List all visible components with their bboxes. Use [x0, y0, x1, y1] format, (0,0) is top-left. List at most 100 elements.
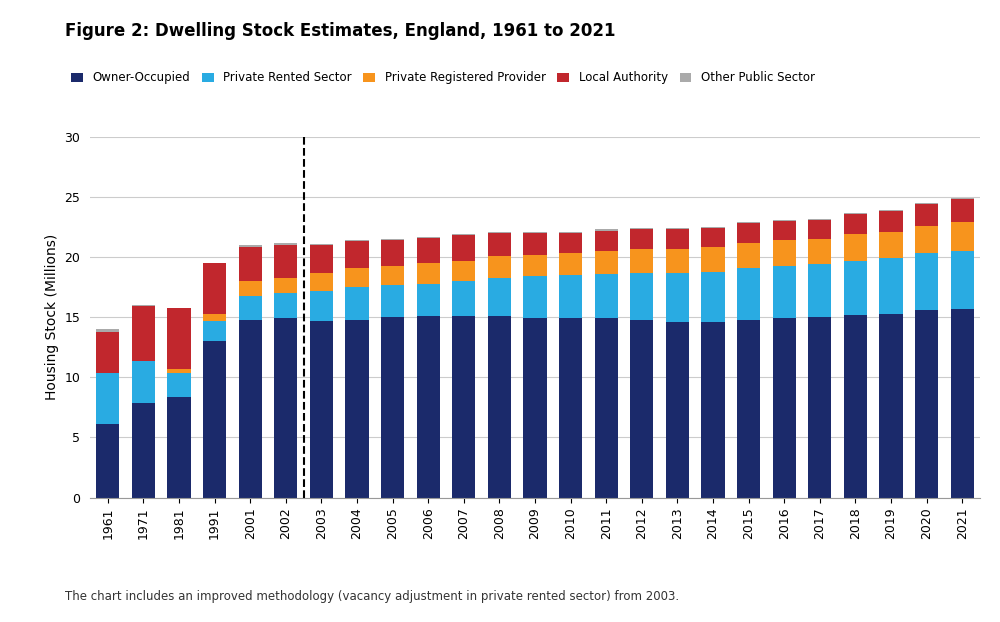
- Bar: [310, 321, 333, 498]
- Bar: [737, 223, 760, 243]
- Bar: [203, 321, 226, 341]
- Bar: [559, 275, 582, 318]
- Bar: [879, 258, 903, 313]
- Bar: [239, 245, 262, 248]
- Bar: [452, 281, 475, 316]
- Bar: [879, 313, 903, 498]
- Bar: [167, 373, 191, 397]
- Bar: [844, 234, 867, 261]
- Bar: [310, 290, 333, 321]
- Bar: [701, 248, 725, 272]
- Bar: [417, 284, 440, 316]
- Bar: [808, 220, 831, 239]
- Bar: [666, 230, 689, 249]
- Bar: [239, 248, 262, 281]
- Bar: [488, 232, 511, 233]
- Bar: [951, 309, 974, 498]
- Bar: [452, 261, 475, 281]
- Bar: [595, 231, 618, 251]
- Bar: [951, 200, 974, 222]
- Bar: [381, 239, 404, 240]
- Bar: [701, 227, 725, 228]
- Bar: [452, 316, 475, 498]
- Bar: [239, 295, 262, 320]
- Bar: [630, 230, 653, 249]
- Legend: Owner-Occupied, Private Rented Sector, Private Registered Provider, Local Author: Owner-Occupied, Private Rented Sector, P…: [71, 71, 815, 84]
- Bar: [381, 317, 404, 498]
- Bar: [844, 261, 867, 315]
- Bar: [274, 277, 297, 293]
- Bar: [345, 240, 369, 241]
- Bar: [879, 211, 903, 232]
- Bar: [844, 315, 867, 498]
- Bar: [523, 318, 547, 498]
- Text: Figure 2: Dwelling Stock Estimates, England, 1961 to 2021: Figure 2: Dwelling Stock Estimates, Engl…: [65, 22, 616, 40]
- Bar: [701, 272, 725, 322]
- Bar: [345, 320, 369, 498]
- Bar: [310, 244, 333, 245]
- Bar: [417, 238, 440, 263]
- Bar: [808, 218, 831, 220]
- Bar: [879, 210, 903, 211]
- Bar: [666, 249, 689, 272]
- Bar: [559, 233, 582, 254]
- Bar: [239, 320, 262, 498]
- Bar: [879, 232, 903, 258]
- Bar: [559, 254, 582, 275]
- Bar: [417, 236, 440, 238]
- Bar: [523, 233, 547, 254]
- Bar: [523, 254, 547, 276]
- Bar: [666, 322, 689, 498]
- Text: The chart includes an improved methodology (vacancy adjustment in private rented: The chart includes an improved methodolo…: [65, 590, 679, 603]
- Bar: [96, 332, 119, 373]
- Bar: [666, 272, 689, 322]
- Bar: [381, 266, 404, 285]
- Bar: [773, 221, 796, 240]
- Bar: [630, 249, 653, 272]
- Bar: [773, 318, 796, 498]
- Bar: [915, 310, 938, 498]
- Bar: [915, 204, 938, 226]
- Bar: [274, 243, 297, 245]
- Bar: [203, 313, 226, 321]
- Bar: [523, 276, 547, 318]
- Bar: [488, 233, 511, 256]
- Bar: [488, 277, 511, 316]
- Bar: [417, 263, 440, 284]
- Bar: [203, 263, 226, 313]
- Bar: [274, 245, 297, 277]
- Y-axis label: Housing Stock (Millions): Housing Stock (Millions): [45, 234, 59, 401]
- Bar: [951, 251, 974, 309]
- Bar: [310, 272, 333, 290]
- Bar: [310, 245, 333, 272]
- Bar: [666, 228, 689, 230]
- Bar: [203, 341, 226, 498]
- Bar: [737, 243, 760, 268]
- Bar: [417, 316, 440, 498]
- Bar: [132, 402, 155, 498]
- Bar: [96, 329, 119, 332]
- Bar: [345, 268, 369, 287]
- Bar: [701, 322, 725, 498]
- Bar: [167, 397, 191, 498]
- Bar: [595, 318, 618, 498]
- Bar: [844, 214, 867, 234]
- Bar: [381, 285, 404, 317]
- Bar: [167, 369, 191, 373]
- Bar: [737, 222, 760, 223]
- Bar: [132, 305, 155, 307]
- Bar: [345, 241, 369, 268]
- Bar: [951, 198, 974, 200]
- Bar: [915, 226, 938, 254]
- Bar: [96, 424, 119, 498]
- Bar: [951, 222, 974, 251]
- Bar: [559, 318, 582, 498]
- Bar: [630, 228, 653, 230]
- Bar: [132, 361, 155, 402]
- Bar: [808, 264, 831, 317]
- Bar: [167, 308, 191, 369]
- Bar: [595, 251, 618, 274]
- Bar: [452, 234, 475, 236]
- Bar: [595, 274, 618, 318]
- Bar: [808, 239, 831, 264]
